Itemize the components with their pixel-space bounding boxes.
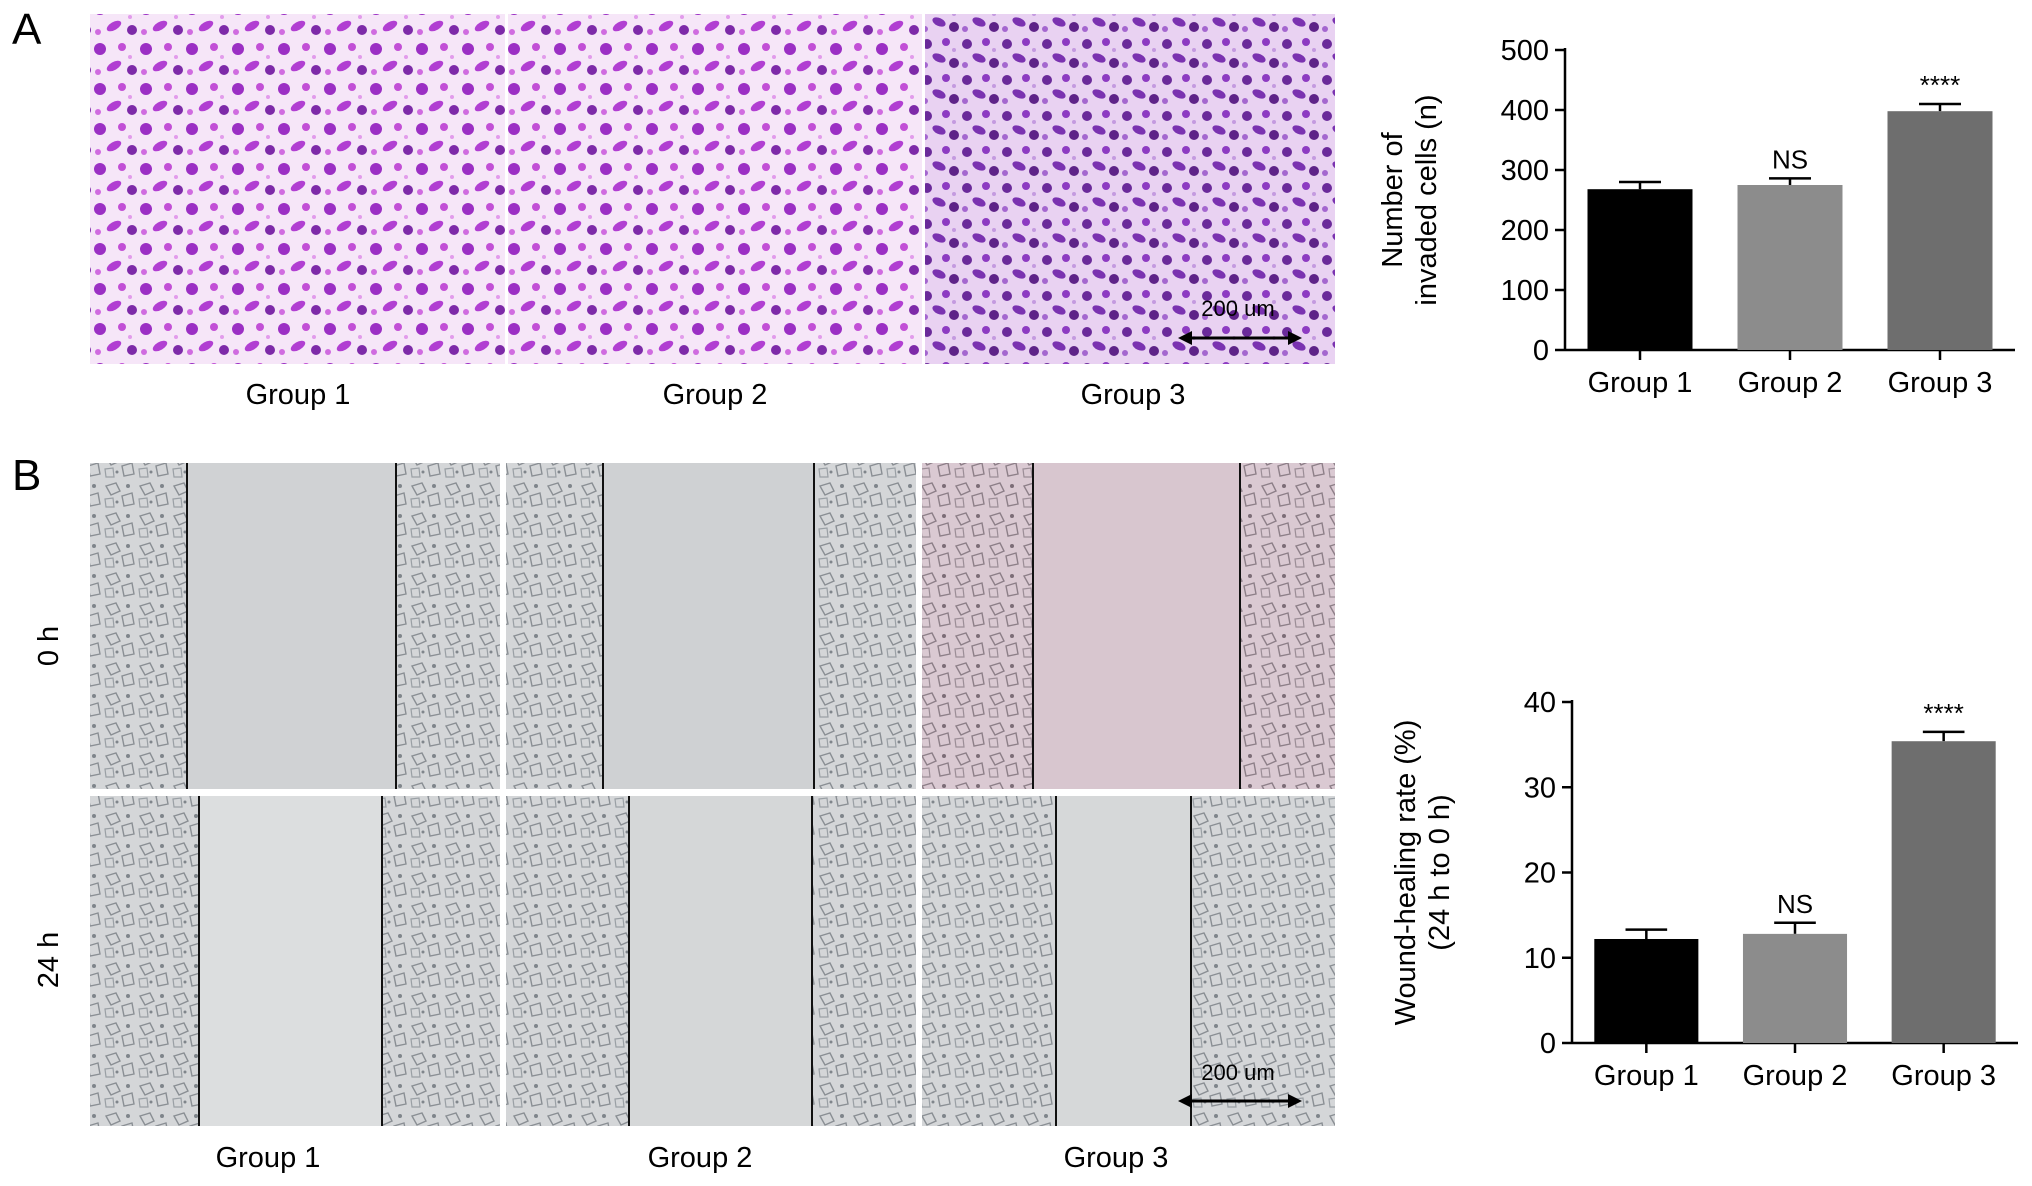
wound-y-tick-label: 10 — [1524, 943, 1556, 975]
wound-healing-bar-chart: 0 10 20 30 40 Group 1 NS Group 2 **** Group 3 Woun… — [1390, 687, 2018, 1092]
invasion-image-group-3 — [925, 14, 1335, 364]
wound-significance-label: NS — [1777, 889, 1813, 919]
invasion-y-tick-label: 100 — [1501, 275, 1549, 307]
invasion-significance-label: NS — [1772, 144, 1808, 174]
wound-y-tick-label: 40 — [1524, 687, 1556, 719]
panel-b-label: B — [12, 451, 41, 500]
wound-bar — [1594, 938, 1699, 1043]
panel-a-scale-bar-label: 200 um — [1201, 296, 1274, 321]
wound-image-24h-group-1 — [90, 796, 500, 1126]
wound-image-0h-group-3 — [922, 463, 1335, 789]
invasion-y-tick-label: 0 — [1533, 335, 1549, 367]
wound-image-label-group-3: Group 3 — [1064, 1142, 1169, 1174]
invasion-x-tick-label: Group 3 — [1888, 367, 1993, 399]
invasion-y-axis-label: Number ofinvaded cells (n) — [1377, 94, 1443, 305]
invasion-image-group-1 — [90, 14, 505, 364]
invasion-bar — [1887, 111, 1993, 350]
invasion-image-group-2 — [508, 14, 922, 364]
invasion-bar-chart: 0 100 200 300 400 500 Group 1 NS Group 2 **** Grou… — [1377, 35, 2015, 399]
invasion-bar — [1587, 189, 1693, 350]
row-label-24h: 24 h — [33, 932, 65, 988]
wound-x-tick-label: Group 3 — [1891, 1060, 1996, 1092]
invasion-y-axis-label-line: Number of — [1377, 131, 1409, 267]
wound-x-tick-label: Group 1 — [1594, 1060, 1699, 1092]
panel-b-scale-bar-label: 200 um — [1201, 1060, 1274, 1085]
invasion-image-label-group-2: Group 2 — [663, 379, 768, 411]
wound-image-0h-group-1 — [90, 463, 500, 789]
wound-y-axis-label: Wound-healing rate (%)(24 h to 0 h) — [1390, 720, 1456, 1026]
wound-y-tick-label: 20 — [1524, 858, 1556, 890]
wound-y-axis-label-line: Wound-healing rate (%) — [1390, 720, 1422, 1026]
invasion-x-tick-label: Group 1 — [1588, 367, 1693, 399]
wound-x-tick-label: Group 2 — [1743, 1060, 1848, 1092]
wound-image-24h-group-2 — [506, 796, 916, 1126]
panel-a-label: A — [12, 5, 42, 54]
panel-b-scale-bar: 200 um — [1178, 1060, 1302, 1108]
wound-bar — [1891, 741, 1996, 1043]
row-label-0h: 0 h — [33, 626, 65, 666]
invasion-image-label-group-3: Group 3 — [1081, 379, 1186, 411]
invasion-y-tick-label: 500 — [1501, 35, 1549, 67]
invasion-bar — [1737, 185, 1843, 350]
panel-a-scale-bar: 200 um — [1178, 296, 1302, 345]
invasion-x-tick-label: Group 2 — [1738, 367, 1843, 399]
wound-y-tick-label: 30 — [1524, 772, 1556, 804]
wound-image-label-group-1: Group 1 — [216, 1142, 321, 1174]
invasion-y-tick-label: 300 — [1501, 155, 1549, 187]
wound-significance-label: **** — [1923, 698, 1963, 728]
wound-bar — [1742, 933, 1848, 1043]
invasion-y-axis-label-line: invaded cells (n) — [1411, 94, 1443, 305]
invasion-y-tick-label: 400 — [1501, 95, 1549, 127]
wound-image-0h-group-2 — [506, 463, 916, 789]
invasion-significance-label: **** — [1920, 70, 1960, 100]
wound-y-tick-label: 0 — [1540, 1028, 1556, 1060]
wound-y-axis-label-line: (24 h to 0 h) — [1424, 794, 1456, 950]
invasion-image-label-group-1: Group 1 — [246, 379, 351, 411]
wound-image-24h-group-3 — [922, 796, 1335, 1126]
wound-image-label-group-2: Group 2 — [648, 1142, 753, 1174]
invasion-y-tick-label: 200 — [1501, 215, 1549, 247]
